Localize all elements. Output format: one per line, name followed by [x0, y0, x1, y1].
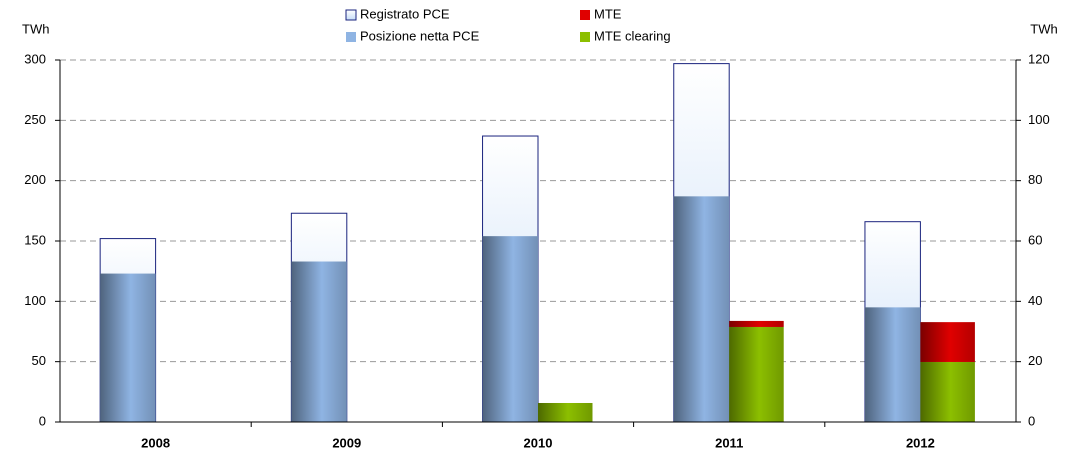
legend-label: MTE clearing — [594, 28, 671, 43]
bar-shade — [920, 322, 975, 362]
x-tick-label: 2008 — [141, 435, 170, 450]
bar-shade — [482, 236, 538, 422]
y2-tick-label: 80 — [1028, 172, 1042, 187]
x-tick-label: 2012 — [906, 435, 935, 450]
y-tick-label: 100 — [24, 293, 46, 308]
y-axis-title: TWh — [22, 21, 49, 36]
legend-label: MTE — [594, 6, 622, 21]
legend-label: Registrato PCE — [360, 6, 450, 21]
bar-shade — [673, 196, 730, 422]
y2-axis-title: TWh — [1030, 21, 1057, 36]
y2-tick-label: 40 — [1028, 293, 1042, 308]
y-tick-label: 150 — [24, 232, 46, 247]
y2-tick-label: 100 — [1028, 112, 1050, 127]
x-tick-label: 2009 — [332, 435, 361, 450]
bars — [99, 63, 975, 423]
y-tick-label: 200 — [24, 172, 46, 187]
bar-shade — [291, 261, 347, 422]
bar-shade — [729, 326, 784, 422]
x-tick-label: 2011 — [715, 435, 743, 450]
x-tick-label: 2010 — [524, 435, 553, 450]
bar-shade — [538, 402, 593, 422]
y2-tick-label: 0 — [1028, 413, 1035, 428]
y2-tick-label: 20 — [1028, 353, 1042, 368]
y-tick-label: 250 — [24, 112, 46, 127]
bar-shade — [864, 307, 921, 422]
bar-shade — [100, 273, 156, 422]
legend-label: Posizione netta PCE — [360, 28, 480, 43]
bar-shade — [920, 361, 975, 422]
y-tick-label: 50 — [32, 353, 46, 368]
legend-swatch — [346, 32, 356, 42]
legend-swatch — [580, 32, 590, 42]
legend-swatch — [580, 10, 590, 20]
y2-tick-label: 120 — [1028, 51, 1050, 66]
y-tick-label: 0 — [39, 413, 46, 428]
bar-shade — [729, 320, 784, 327]
y-tick-label: 300 — [24, 51, 46, 66]
y2-tick-label: 60 — [1028, 232, 1042, 247]
legend-swatch — [345, 9, 357, 21]
